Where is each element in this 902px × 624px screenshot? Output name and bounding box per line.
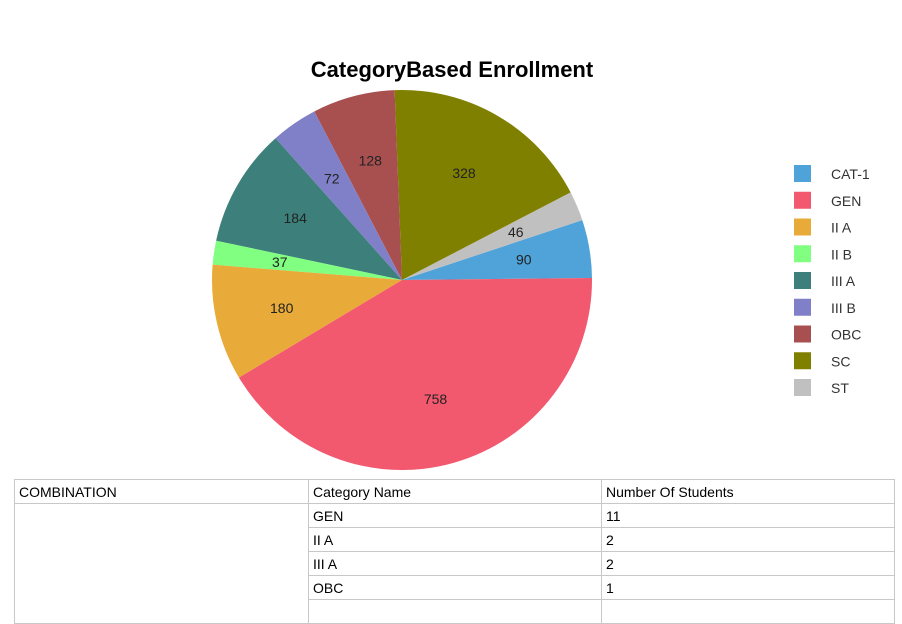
legend-item-st: ST bbox=[794, 379, 849, 396]
slice-value-label: 328 bbox=[452, 165, 476, 181]
legend-swatch bbox=[794, 352, 811, 370]
pie-slice-sc bbox=[394, 89, 571, 280]
pie-slice-iii-b bbox=[275, 111, 402, 280]
legend-label: GEN bbox=[831, 193, 861, 209]
slice-value-label: 90 bbox=[516, 252, 532, 268]
legend-swatch bbox=[794, 298, 811, 316]
legend-swatch bbox=[794, 379, 811, 396]
table-header-row: COMBINATION Category Name Number Of Stud… bbox=[14, 479, 895, 504]
slice-value-label: 37 bbox=[272, 254, 288, 270]
legend-swatch bbox=[794, 191, 811, 209]
legend-label: III B bbox=[831, 300, 856, 316]
legend-swatch bbox=[794, 165, 811, 182]
legend-item-cat-1: CAT-1 bbox=[794, 165, 870, 182]
legend-item-ii-a: II A bbox=[794, 218, 852, 236]
pie-slice-iii-a bbox=[216, 138, 402, 280]
count-cell: 2 bbox=[601, 551, 895, 576]
legend-swatch bbox=[794, 245, 811, 263]
category-cell: II A bbox=[308, 527, 602, 552]
pie-slice-gen bbox=[238, 278, 592, 470]
count-cell: 1 bbox=[601, 575, 895, 600]
legend-item-iii-b: III B bbox=[794, 298, 856, 316]
count-cell: 2 bbox=[601, 527, 895, 552]
category-cell: GEN bbox=[308, 503, 602, 528]
legend-item-ii-b: II B bbox=[794, 245, 852, 263]
header-combination: COMBINATION bbox=[14, 479, 309, 504]
legend-label: SC bbox=[831, 353, 850, 369]
slice-value-label: 184 bbox=[284, 210, 308, 226]
chart-legend: CAT-1 GEN II A II B III A III B OBC SC ST bbox=[794, 165, 870, 396]
pie-slice-ii-a bbox=[211, 264, 402, 378]
slice-value-label: 72 bbox=[324, 170, 340, 186]
slice-value-label: 128 bbox=[359, 153, 383, 169]
enrollment-table: COMBINATION Category Name Number Of Stud… bbox=[14, 479, 895, 624]
legend-item-obc: OBC bbox=[794, 325, 861, 343]
legend-label: III A bbox=[831, 273, 856, 289]
legend-label: II B bbox=[831, 246, 852, 262]
category-cell: III A bbox=[308, 551, 602, 576]
table-row: GEN 11 bbox=[14, 503, 895, 624]
pie-chart: CategoryBased Enrollment 90 46 328 128 72 184… bbox=[211, 57, 870, 470]
legend-label: II A bbox=[831, 220, 852, 236]
count-cell: 11 bbox=[601, 503, 895, 528]
slice-value-label: 46 bbox=[508, 224, 524, 240]
pie-slices bbox=[211, 89, 592, 470]
pie-slice-labels: 90 46 328 128 72 184 37 180 758 bbox=[270, 153, 532, 407]
category-cell: OBC bbox=[308, 575, 602, 600]
combination-cell bbox=[14, 503, 309, 624]
table-row: OBC 1 bbox=[15, 575, 895, 600]
legend-swatch bbox=[794, 325, 811, 343]
slice-value-label: 758 bbox=[424, 391, 448, 407]
header-number-of-students: Number Of Students bbox=[601, 479, 895, 504]
legend-label: CAT-1 bbox=[831, 166, 870, 182]
count-cell bbox=[601, 599, 895, 624]
legend-swatch bbox=[794, 272, 811, 289]
pie-slice-ii-b bbox=[212, 240, 402, 280]
legend-label: ST bbox=[831, 380, 849, 396]
chart-title: CategoryBased Enrollment bbox=[311, 57, 594, 82]
legend-item-gen: GEN bbox=[794, 191, 861, 209]
legend-item-sc: SC bbox=[794, 352, 850, 370]
legend-item-iii-a: III A bbox=[794, 272, 856, 289]
pie-slice-obc bbox=[314, 90, 402, 280]
legend-swatch bbox=[794, 218, 811, 236]
legend-label: OBC bbox=[831, 327, 861, 343]
table-row: II A 2 bbox=[15, 527, 895, 552]
category-cell bbox=[308, 599, 602, 624]
header-category-name: Category Name bbox=[308, 479, 602, 504]
slice-value-label: 180 bbox=[270, 300, 294, 316]
pie-slice-cat-1 bbox=[402, 220, 592, 280]
pie-slice-st bbox=[402, 192, 583, 280]
